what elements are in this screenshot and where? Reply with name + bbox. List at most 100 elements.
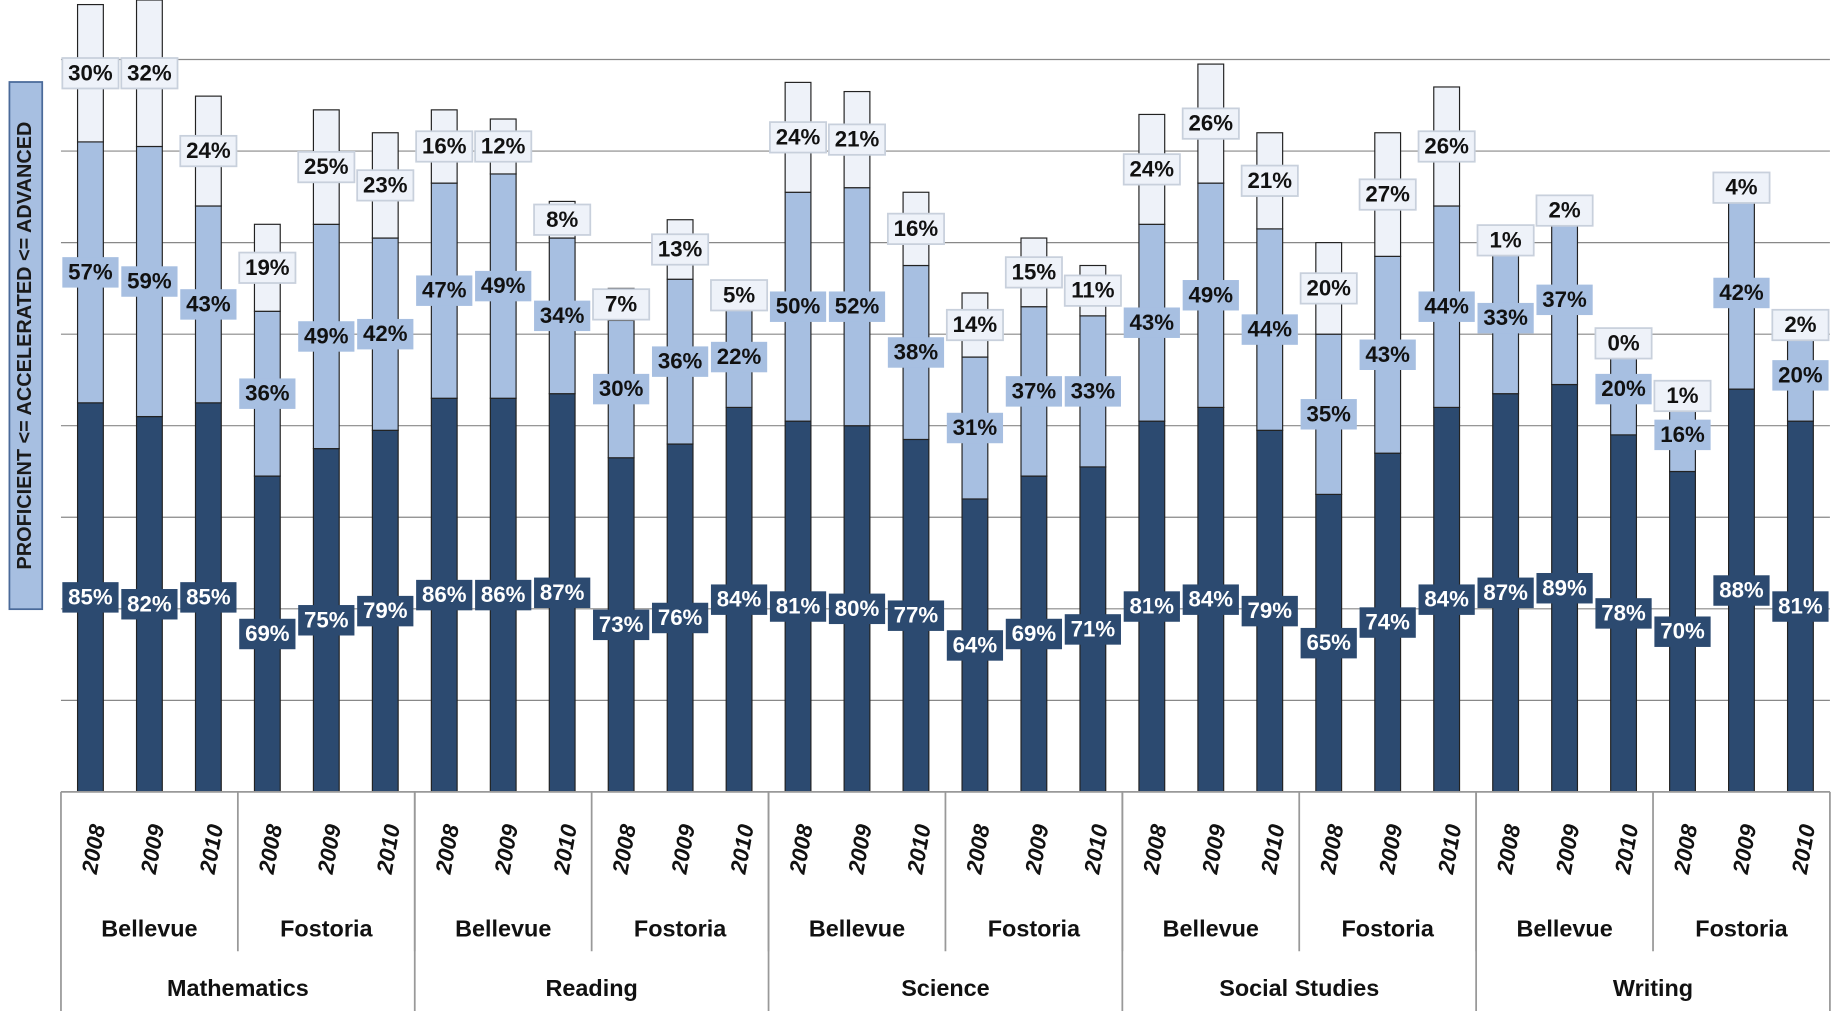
value-label: 81% — [1130, 594, 1175, 619]
value-label: 49% — [481, 273, 526, 298]
label-box — [887, 600, 945, 631]
value-label: 30% — [599, 376, 644, 401]
value-label: 82% — [127, 591, 172, 616]
subject-label: Social Studies — [1219, 975, 1379, 1001]
value-label: 35% — [1306, 401, 1351, 426]
value-label: 79% — [363, 598, 408, 623]
value-label: 26% — [1189, 111, 1234, 136]
x-tick-label: 2010 — [372, 822, 405, 877]
x-tick-label: 2008 — [1315, 822, 1348, 877]
y-axis-label: PROFICIENT <= ACCELERATED <= ADVANCED — [14, 122, 36, 570]
value-label: 44% — [1424, 294, 1469, 319]
value-label: 30% — [68, 60, 113, 85]
label-box — [239, 378, 296, 409]
label-box — [946, 630, 1004, 661]
label-box — [1299, 272, 1358, 305]
value-label: 16% — [894, 216, 939, 241]
x-tick-label: 2008 — [784, 822, 817, 877]
value-label: 42% — [363, 321, 408, 346]
label-box — [1713, 277, 1770, 309]
label-box — [1772, 591, 1829, 622]
x-tick-label: 2010 — [548, 822, 581, 877]
label-box — [1005, 376, 1063, 407]
label-box — [1595, 373, 1652, 405]
value-label: 33% — [1071, 378, 1116, 403]
label-box — [1476, 224, 1535, 257]
label-box — [416, 579, 473, 611]
label-box — [356, 169, 415, 202]
value-label: 71% — [1071, 616, 1116, 641]
value-label: 69% — [245, 621, 290, 646]
label-box — [179, 134, 238, 168]
value-label: 70% — [1660, 619, 1705, 644]
x-tick-label: 2009 — [1728, 822, 1761, 877]
value-label: 74% — [1365, 610, 1410, 635]
label-box — [1300, 627, 1357, 659]
value-label: 37% — [1012, 378, 1057, 403]
label-box — [945, 308, 1004, 342]
label-box — [62, 257, 119, 288]
label-box — [415, 130, 474, 163]
label-box — [651, 233, 710, 266]
label-box — [61, 57, 120, 90]
value-label: 59% — [127, 269, 172, 294]
label-box — [1417, 130, 1476, 163]
value-label: 38% — [894, 340, 939, 365]
value-label: 89% — [1542, 575, 1587, 600]
label-box — [1064, 614, 1121, 645]
x-tick-label: 2008 — [77, 822, 110, 877]
value-label: 73% — [599, 612, 644, 637]
label-box — [238, 251, 297, 284]
value-label: 1% — [1490, 227, 1522, 252]
label-box — [357, 318, 414, 350]
school-label: Bellevue — [1516, 915, 1612, 941]
label-box — [1123, 307, 1180, 338]
label-box — [1241, 314, 1298, 345]
value-label: 81% — [1778, 594, 1823, 619]
value-label: 34% — [540, 303, 585, 328]
subject-label: Science — [901, 975, 989, 1001]
x-tick-label: 2009 — [1020, 822, 1053, 877]
value-label: 47% — [422, 278, 467, 303]
value-label: 21% — [835, 127, 880, 152]
x-tick-label: 2008 — [431, 822, 464, 877]
x-tick-label: 2010 — [195, 822, 228, 877]
value-label: 15% — [1012, 259, 1057, 284]
label-box — [1064, 376, 1121, 407]
label-box — [1477, 302, 1534, 334]
value-label: 86% — [422, 582, 467, 607]
label-box — [1122, 153, 1181, 186]
label-box — [239, 618, 296, 650]
value-label: 87% — [540, 580, 585, 605]
label-box — [298, 605, 355, 636]
label-box — [710, 341, 768, 373]
x-tick-label: 2010 — [1079, 822, 1112, 877]
value-label: 84% — [1189, 587, 1234, 612]
subject-label: Mathematics — [167, 975, 309, 1001]
value-label: 84% — [717, 587, 762, 612]
value-label: 77% — [894, 603, 939, 628]
school-label: Fostoria — [634, 915, 727, 941]
label-box — [1241, 595, 1298, 627]
label-box — [887, 337, 945, 368]
label-box — [1359, 607, 1416, 638]
value-label: 2% — [1548, 198, 1580, 223]
value-label: 80% — [835, 596, 880, 621]
value-label: 87% — [1483, 580, 1528, 605]
label-box — [534, 577, 591, 609]
x-tick-label: 2010 — [725, 822, 758, 877]
label-box — [1477, 577, 1534, 609]
label-box — [593, 373, 650, 405]
value-label: 78% — [1601, 600, 1646, 625]
label-box — [828, 291, 886, 322]
value-label: 16% — [1660, 422, 1705, 447]
label-box — [593, 609, 650, 641]
label-box — [769, 291, 827, 322]
value-label: 37% — [1542, 287, 1587, 312]
x-tick-label: 2009 — [136, 822, 169, 877]
label-box — [1654, 419, 1711, 451]
value-label: 43% — [186, 291, 231, 316]
x-tick-label: 2010 — [1610, 822, 1643, 877]
